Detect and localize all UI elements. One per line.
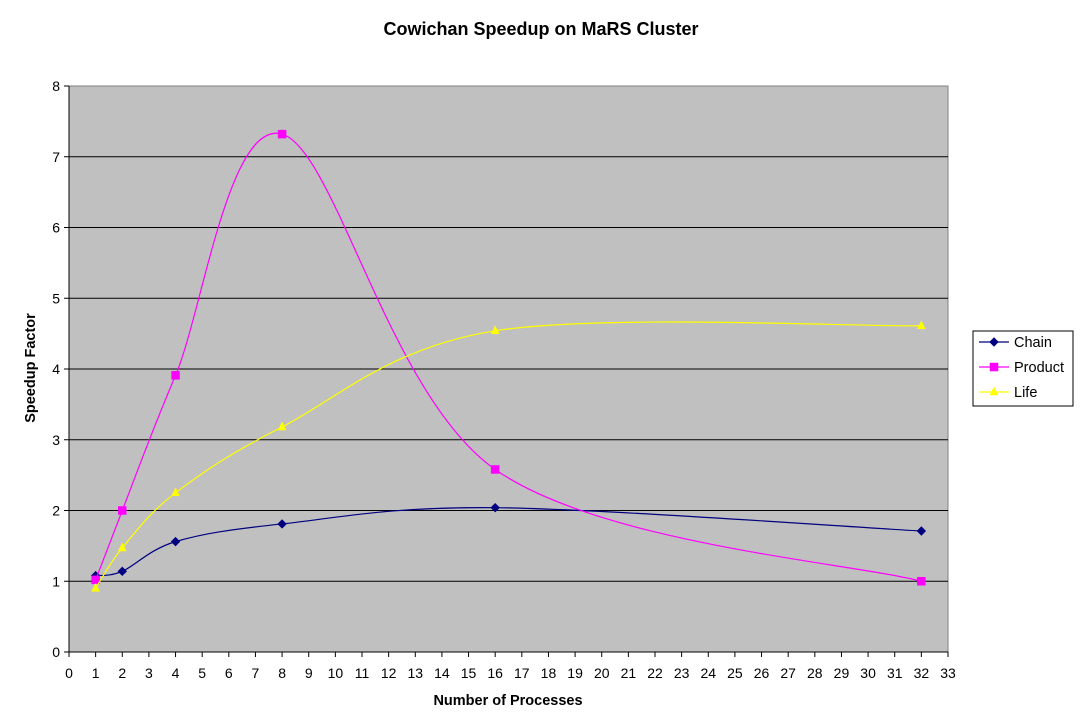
legend: Chain Product Life bbox=[972, 330, 1074, 407]
y-tick-label: 8 bbox=[52, 78, 60, 94]
x-tick-label: 31 bbox=[887, 665, 903, 681]
x-tick-label: 14 bbox=[434, 665, 450, 681]
series-line-life bbox=[95, 321, 922, 589]
x-tick-label: 0 bbox=[65, 665, 73, 681]
x-tick-label: 18 bbox=[541, 665, 557, 681]
x-tick-label: 28 bbox=[807, 665, 823, 681]
x-tick-label: 20 bbox=[594, 665, 610, 681]
data-point-product bbox=[118, 506, 127, 515]
legend-marker-chain bbox=[989, 337, 999, 347]
data-point-chain bbox=[117, 566, 127, 577]
legend-label-life: Life bbox=[1014, 385, 1037, 401]
x-tick-label: 17 bbox=[514, 665, 530, 681]
data-point-life bbox=[277, 421, 287, 431]
x-tick-label: 1 bbox=[92, 665, 100, 681]
x-tick-label: 9 bbox=[305, 665, 313, 681]
legend-label-chain: Chain bbox=[1014, 335, 1052, 351]
x-tick-label: 12 bbox=[381, 665, 397, 681]
data-point-life bbox=[490, 325, 500, 335]
data-point-product bbox=[277, 129, 287, 139]
x-tick-label: 21 bbox=[621, 665, 637, 681]
y-tick-label: 0 bbox=[52, 644, 60, 660]
data-point-life bbox=[916, 320, 926, 330]
x-tick-label: 22 bbox=[647, 665, 663, 681]
x-tick-label: 3 bbox=[145, 665, 153, 681]
chart-title: Cowichan Speedup on MaRS Cluster bbox=[383, 19, 698, 39]
data-point-chain bbox=[916, 526, 927, 536]
data-point-product bbox=[490, 465, 500, 474]
y-axis-title: Speedup Factor bbox=[23, 313, 39, 423]
x-axis-title: Number of Processes bbox=[433, 693, 582, 709]
y-tick-label: 6 bbox=[52, 220, 60, 236]
x-tick-label: 6 bbox=[225, 665, 233, 681]
data-point-chain bbox=[490, 502, 500, 513]
x-tick-label: 30 bbox=[860, 665, 876, 681]
y-tick-label: 2 bbox=[52, 503, 60, 519]
x-tick-label: 7 bbox=[252, 665, 260, 681]
y-tick-label: 1 bbox=[52, 573, 60, 589]
x-tick-label: 16 bbox=[487, 665, 503, 681]
gridlines bbox=[69, 156, 948, 582]
legend-marker-product bbox=[989, 362, 999, 372]
x-tick-label: 10 bbox=[328, 665, 344, 681]
series-line-chain bbox=[95, 507, 922, 577]
y-tick-label: 3 bbox=[52, 432, 60, 448]
x-tick-label: 13 bbox=[407, 665, 423, 681]
data-point-life bbox=[91, 582, 101, 592]
x-tick-label: 15 bbox=[461, 665, 477, 681]
x-tick-label: 26 bbox=[754, 665, 770, 681]
data-point-chain bbox=[277, 519, 287, 529]
x-tick-label: 25 bbox=[727, 665, 743, 681]
legend-box bbox=[972, 330, 1074, 407]
y-tick-label: 7 bbox=[52, 149, 60, 165]
x-tick-label: 29 bbox=[834, 665, 850, 681]
series-life bbox=[91, 320, 926, 592]
x-tick-label: 2 bbox=[118, 665, 126, 681]
series-product bbox=[91, 129, 926, 586]
data-point-product bbox=[917, 577, 926, 586]
y-tick-label: 5 bbox=[52, 290, 60, 306]
x-tick-label: 4 bbox=[172, 665, 180, 681]
series-group bbox=[90, 129, 927, 592]
x-tick-label: 24 bbox=[700, 665, 716, 681]
data-point-product bbox=[171, 371, 180, 380]
data-point-chain bbox=[170, 536, 181, 547]
x-tick-label: 5 bbox=[198, 665, 206, 681]
y-tick-label: 4 bbox=[52, 361, 60, 377]
data-point-life bbox=[117, 542, 127, 552]
x-tick-label: 19 bbox=[567, 665, 583, 681]
x-tick-label: 32 bbox=[914, 665, 930, 681]
x-tick-label: 23 bbox=[674, 665, 690, 681]
legend-label-product: Product bbox=[1014, 360, 1064, 376]
x-tick-label: 27 bbox=[780, 665, 796, 681]
legend-marker-life bbox=[989, 386, 999, 396]
x-tick-label: 33 bbox=[940, 665, 956, 681]
x-tick-label: 8 bbox=[278, 665, 286, 681]
data-point-life bbox=[171, 487, 180, 497]
x-tick-label: 11 bbox=[355, 665, 370, 681]
